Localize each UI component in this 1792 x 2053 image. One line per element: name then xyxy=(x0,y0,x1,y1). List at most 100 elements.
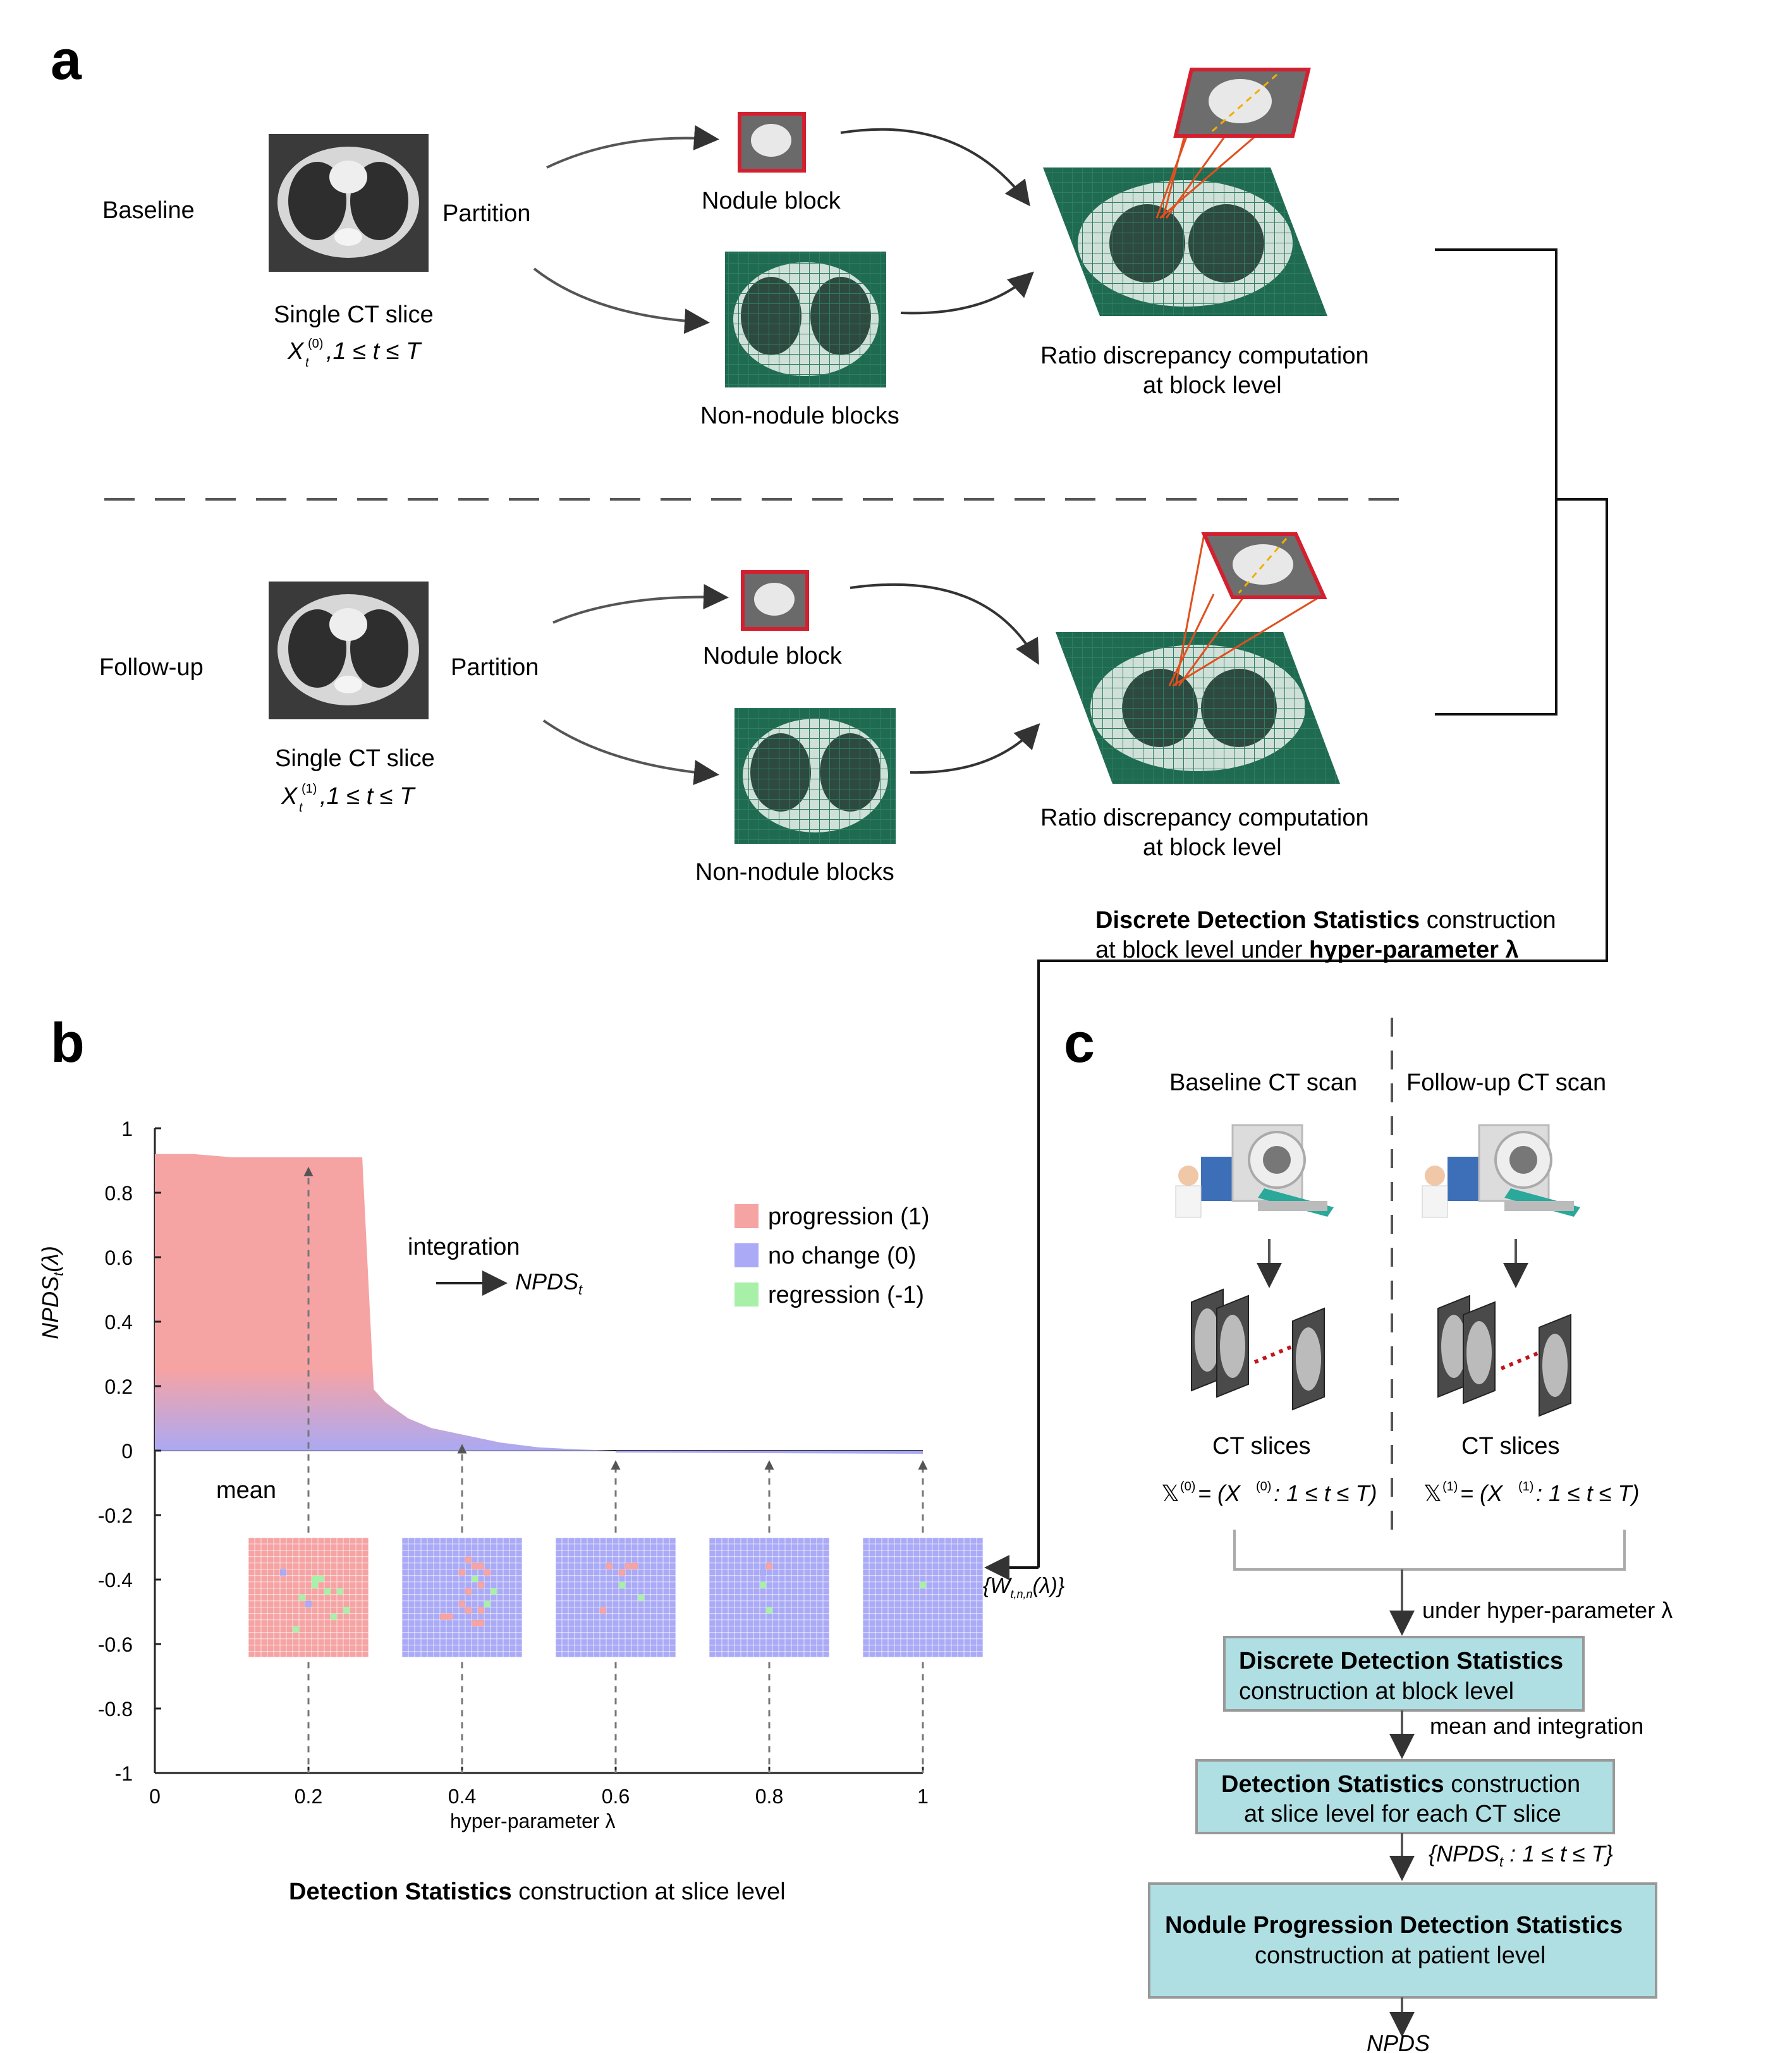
baseline-non-nodule-blocks-image xyxy=(725,252,886,387)
formula-sup: (0) xyxy=(308,337,323,351)
legend: progression (1) no change (0) regression… xyxy=(734,1203,930,1308)
box-detection-statistics: Detection Statistics construction at sli… xyxy=(1195,1759,1615,1834)
partition-label: Partition xyxy=(442,200,530,227)
integration-target-sub: t xyxy=(578,1282,583,1298)
box1-bold: Discrete Detection Statistics xyxy=(1239,1648,1563,1674)
formula-sub: t xyxy=(299,801,303,815)
legend-regression: regression (-1) xyxy=(768,1282,924,1308)
followup-arrow-nonnodule-to-ratio xyxy=(910,723,1040,774)
legend-swatch-progression xyxy=(734,1204,759,1228)
followup-scanner-icon xyxy=(1422,1124,1580,1218)
legend-no-change: no change (0) xyxy=(768,1243,917,1269)
svg-text:Detection Statistics construct: Detection Statistics construction xyxy=(1221,1771,1580,1798)
followup-ratio-line2: at block level xyxy=(1143,834,1282,861)
formula-var: X xyxy=(281,783,298,810)
svg-text:𝕏: 𝕏 xyxy=(1161,1480,1179,1506)
y-tick-label: 0.8 xyxy=(105,1182,133,1205)
followup-row: Follow-up Partition Single CT slice X (1… xyxy=(99,532,1369,886)
formula-var: X xyxy=(287,338,305,365)
no-change-band xyxy=(616,1451,923,1454)
block-mosaic xyxy=(862,1537,984,1657)
dds-line2-pre: at block level under xyxy=(1095,937,1309,963)
dds-rest: construction xyxy=(1420,907,1556,934)
formula-sup: (1) xyxy=(302,782,317,796)
set-formula-right: 𝕏 (1) = (X (1) : 1 ≤ t ≤ T) xyxy=(1423,1480,1640,1506)
followup-arrow-to-nodule xyxy=(552,584,729,624)
w-set-label: {Wt,n,n(λ)} xyxy=(983,1574,1064,1600)
followup-arrow-nodule-to-ratio xyxy=(850,583,1039,666)
y-label-sub: t xyxy=(51,1272,66,1276)
dds-line2-bold: hyper-parameter λ xyxy=(1309,937,1519,963)
w-pre: {W xyxy=(983,1574,1012,1598)
box2-rest2: at slice level for each CT slice xyxy=(1244,1801,1561,1827)
set-right-range: : 1 ≤ t ≤ T) xyxy=(1536,1480,1640,1506)
followup-non-nodule-blocks-image xyxy=(734,708,896,844)
formula-sub: t xyxy=(305,356,310,370)
followup-slice-stack-icon xyxy=(1437,1295,1571,1417)
panel-b-letter: b xyxy=(51,1011,85,1074)
box2-rest1: construction xyxy=(1444,1771,1580,1798)
baseline-scan-label: Baseline CT scan xyxy=(1169,1069,1357,1096)
followup-scan-label: Follow-up CT scan xyxy=(1406,1069,1606,1096)
set-left-body: = (X xyxy=(1198,1480,1241,1506)
bracket-connector xyxy=(984,248,1608,1580)
lambda-dashed-arrows xyxy=(303,1166,928,1773)
y-tick-label: -0.4 xyxy=(98,1569,133,1592)
followup-label: Follow-up xyxy=(99,654,204,681)
formula-range: ,1 ≤ t ≤ T xyxy=(320,783,416,810)
followup-slice-label: Single CT slice xyxy=(275,745,435,772)
legend-swatch-regression xyxy=(734,1282,759,1307)
followup-nodule-block-image xyxy=(741,570,809,631)
legend-swatch-no-change xyxy=(734,1243,759,1267)
x-tick-label: 0.8 xyxy=(755,1785,783,1808)
block-mosaic xyxy=(248,1537,369,1657)
followup-ct-slice-image xyxy=(269,582,429,719)
npds-set-main: {NPDS xyxy=(1429,1841,1499,1867)
followup-slice-formula: X (1) t ,1 ≤ t ≤ T xyxy=(281,782,416,815)
svg-text:at block level under hyper-par: at block level under hyper-parameter λ xyxy=(1095,937,1519,963)
npds-set-range: : 1 ≤ t ≤ T} xyxy=(1503,1841,1613,1867)
x-tick-label: 0.2 xyxy=(295,1785,322,1808)
mean-int-label: mean and integration xyxy=(1430,1713,1643,1739)
baseline-ratio-grid-image xyxy=(1043,68,1327,316)
followup-arrow-to-non-nodule xyxy=(542,719,719,786)
y-tick-label: 0.4 xyxy=(105,1311,133,1334)
block-mosaics xyxy=(248,1537,984,1657)
ct-slices-left-label: CT slices xyxy=(1212,1433,1311,1459)
svg-text:Discrete Detection Statistics: Discrete Detection Statistics constructi… xyxy=(1095,907,1556,934)
x-tick-label: 0 xyxy=(149,1785,161,1808)
y-tick-label: 0.6 xyxy=(105,1246,133,1269)
block-mosaic xyxy=(709,1537,830,1657)
y-axis-label: NPDSt(λ) xyxy=(37,1246,66,1339)
box-nodule-progression: Nodule Progression Detection Statistics … xyxy=(1148,1882,1657,1999)
box-discrete-detection: Discrete Detection Statistics constructi… xyxy=(1223,1636,1585,1712)
x-tick-label: 0.4 xyxy=(448,1785,476,1808)
integration-target: NPDSt xyxy=(515,1269,583,1298)
baseline-slice-stack-icon xyxy=(1191,1288,1325,1411)
box3-bold: Nodule Progression Detection Statistics xyxy=(1165,1912,1623,1939)
followup-ratio-grid-image xyxy=(1056,532,1340,784)
x-axis-label: hyper-parameter λ xyxy=(450,1810,615,1832)
w-post: (λ)} xyxy=(1032,1574,1064,1598)
set-right-sup: (1) xyxy=(1442,1480,1458,1494)
baseline-non-nodule-label: Non-nodule blocks xyxy=(700,403,899,429)
caption-bold: Detection Statistics xyxy=(289,1879,512,1905)
followup-non-nodule-label: Non-nodule blocks xyxy=(695,859,894,886)
baseline-ct-slice-image xyxy=(269,134,429,272)
box2-bold: Detection Statistics xyxy=(1221,1771,1444,1798)
baseline-slice-formula: X (0) t ,1 ≤ t ≤ T xyxy=(287,337,422,370)
followup-partition-label: Partition xyxy=(451,654,539,681)
dds-bold: Discrete Detection Statistics xyxy=(1095,907,1420,934)
baseline-slice-label: Single CT slice xyxy=(274,302,434,328)
y-tick-label: 1 xyxy=(121,1118,133,1140)
integration-label: integration xyxy=(408,1234,520,1260)
arrow-to-nodule xyxy=(546,125,719,169)
panel-b-chart: 1 0.8 0.6 0.4 0.2 0 -0.2 -0.4 -0.6 -0.8 -1 0 0.2 0.4… xyxy=(37,1118,1064,1832)
y-tick-label: 0.2 xyxy=(105,1375,133,1398)
y-label-arg: (λ) xyxy=(37,1246,63,1272)
integration-target-main: NPDS xyxy=(515,1269,578,1295)
x-tick-labels: 0 0.2 0.4 0.6 0.8 1 xyxy=(149,1767,929,1808)
baseline-ratio-line1: Ratio discrepancy computation xyxy=(1040,343,1369,369)
set-bracket xyxy=(1233,1530,1626,1571)
dds-block-label: Discrete Detection Statistics constructi… xyxy=(1095,907,1556,963)
